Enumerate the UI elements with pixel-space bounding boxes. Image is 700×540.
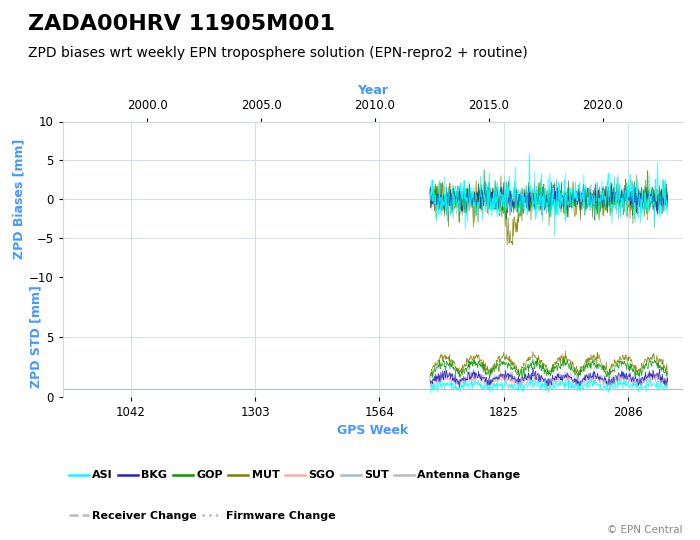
X-axis label: GPS Week: GPS Week — [337, 424, 408, 437]
Legend: Receiver Change, Firmware Change: Receiver Change, Firmware Change — [69, 511, 335, 521]
X-axis label: Year: Year — [357, 84, 388, 97]
Y-axis label: ZPD STD [mm]: ZPD STD [mm] — [29, 286, 43, 388]
Legend: ASI, BKG, GOP, MUT, SGO, SUT, Antenna Change: ASI, BKG, GOP, MUT, SGO, SUT, Antenna Ch… — [69, 470, 521, 481]
Text: ZADA00HRV 11905M001: ZADA00HRV 11905M001 — [28, 14, 335, 33]
Text: ZPD biases wrt weekly EPN troposphere solution (EPN-repro2 + routine): ZPD biases wrt weekly EPN troposphere so… — [28, 46, 528, 60]
Text: © EPN Central: © EPN Central — [607, 524, 682, 535]
Y-axis label: ZPD Biases [mm]: ZPD Biases [mm] — [12, 139, 25, 259]
